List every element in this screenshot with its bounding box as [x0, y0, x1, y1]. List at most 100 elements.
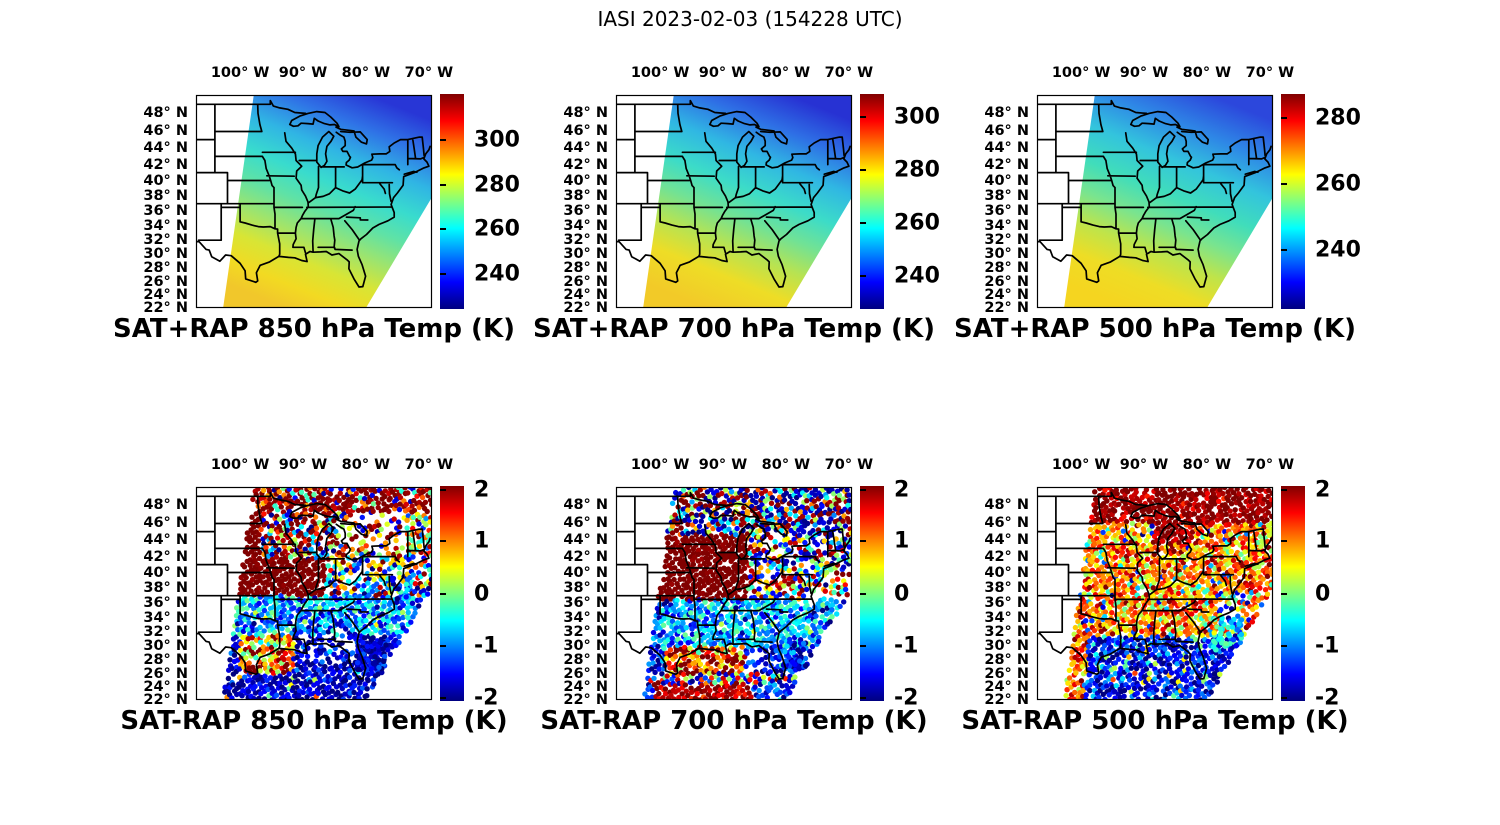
colorbar-tick-label: 280 [894, 157, 940, 183]
x-tick-label: 80° W [761, 457, 811, 473]
colorbar [860, 94, 884, 309]
colorbar-tick-label: -1 [1315, 633, 1340, 659]
y-tick-label: 38° N [563, 580, 608, 597]
y-tick-label: 42° N [563, 156, 608, 173]
y-tick-label: 36° N [984, 203, 1029, 220]
y-tick-label: 30° N [984, 246, 1029, 263]
y-tick-label: 30° N [143, 246, 188, 263]
x-tick-label: 80° W [761, 65, 811, 81]
y-tick-label: 36° N [143, 595, 188, 612]
y-tick-label: 46° N [563, 123, 608, 139]
colorbar-tick-label: -2 [894, 685, 919, 711]
x-tick-label: 100° W [630, 65, 690, 81]
colorbar-tick-label: 300 [894, 104, 940, 130]
y-tick-label: 36° N [563, 595, 608, 612]
y-tick-label: 36° N [984, 595, 1029, 612]
y-tick-label: 44° N [984, 532, 1029, 549]
y-tick-label: 48° N [143, 497, 188, 514]
y-tick-label: 34° N [143, 217, 188, 234]
panel-sat-plus-rap-850: 100° W 90° W 80° W 70° W 48° N 46° N 44° N 42° … [113, 65, 520, 344]
y-tick-label: 30° N [984, 638, 1029, 655]
colorbar-tick-label: 0 [894, 581, 910, 606]
x-tick-label: 100° W [210, 65, 270, 81]
colorbar-tick [440, 696, 446, 699]
y-tick-label: 28° N [984, 260, 1029, 277]
panel-title: SAT+RAP 500 hPa Temp (K) [954, 314, 1356, 344]
y-tick-label: 38° N [563, 188, 608, 205]
temperature-swath [643, 95, 852, 308]
x-tick-label: 90° W [698, 65, 748, 81]
x-tick-label: 70° W [824, 65, 874, 81]
y-tick-label: 44° N [984, 140, 1029, 157]
y-tick-label: 26° N [143, 273, 188, 290]
y-tick-label: 46° N [143, 123, 188, 139]
colorbar-tick [1281, 645, 1287, 648]
colorbar-tick [440, 228, 446, 231]
panel-sat-plus-rap-500: 100° W 90° W 80° W 70° W 48° N 46° N 44° N 42° … [954, 65, 1361, 344]
panel-title: SAT-RAP 850 hPa Temp (K) [120, 706, 508, 736]
panel-title: SAT+RAP 850 hPa Temp (K) [113, 314, 515, 344]
y-tick-label: 36° N [143, 203, 188, 220]
y-tick-label: 24° N [563, 286, 608, 303]
x-tick-label: 90° W [278, 457, 328, 473]
colorbar-tick-label: 300 [474, 127, 520, 153]
colorbar-tick [1281, 248, 1287, 251]
x-tick-label: 80° W [1182, 457, 1232, 473]
colorbar [440, 94, 464, 309]
state-borders [1037, 491, 1272, 680]
colorbar-tick [860, 645, 866, 648]
state-borders [196, 491, 431, 680]
y-tick-label: 40° N [143, 564, 188, 581]
map-sat-minus-rap-700 [615, 486, 853, 701]
colorbar-tick [860, 696, 866, 699]
colorbar-tick [440, 592, 446, 595]
colorbar-tick-label: -2 [1315, 685, 1340, 711]
y-tick-label: 24° N [143, 678, 188, 695]
colorbar-tick [440, 645, 446, 648]
state-borders [616, 99, 851, 288]
y-tick-label: 26° N [984, 665, 1029, 682]
plot-box [195, 486, 433, 701]
y-tick-label: 44° N [143, 140, 188, 157]
colorbar-tick-label: -2 [474, 685, 499, 711]
colorbar-tick-label: -1 [894, 633, 919, 659]
y-tick-label: 22° N [563, 692, 608, 708]
y-tick-label: 44° N [563, 140, 608, 157]
panel-sat-minus-rap-700: 100° W 90° W 80° W 70° W 48° N 46° N 44° N 42° … [540, 457, 927, 736]
y-tick-label: 26° N [563, 665, 608, 682]
x-tick-label: 70° W [1245, 457, 1295, 473]
plot-box [1036, 94, 1274, 309]
y-tick-label: 32° N [563, 624, 608, 641]
colorbar-tick-label: 1 [474, 528, 490, 554]
y-tick-label: 28° N [563, 260, 608, 277]
colorbar-tick [440, 139, 446, 142]
colorbar-tick [1281, 592, 1287, 595]
y-tick-label: 40° N [563, 172, 608, 189]
panel-sat-minus-rap-500: 100° W 90° W 80° W 70° W 48° N 46° N 44° N 42° … [961, 457, 1348, 736]
x-tick-label: 70° W [404, 457, 454, 473]
difference-dots [642, 487, 852, 700]
y-tick-label: 32° N [563, 232, 608, 249]
colorbar-tick [860, 592, 866, 595]
panel-sat-minus-rap-850: 100° W 90° W 80° W 70° W 48° N 46° N 44° N 42° … [120, 457, 507, 736]
x-tick-label: 70° W [404, 65, 454, 81]
y-tick-label: 44° N [563, 532, 608, 549]
y-tick-label: 46° N [984, 515, 1029, 531]
colorbar-tick-label: 240 [474, 261, 520, 286]
panel-title: SAT-RAP 700 hPa Temp (K) [540, 706, 928, 736]
colorbar-tick [1281, 696, 1287, 699]
state-borders [616, 491, 851, 680]
x-tick-label: 90° W [1119, 457, 1169, 473]
temperature-swath [1064, 95, 1273, 308]
map-sat-plus-rap-500 [1036, 94, 1274, 309]
colorbar-tick [1281, 539, 1287, 542]
x-tick-label: 90° W [1119, 65, 1169, 81]
x-tick-label: 70° W [824, 457, 874, 473]
colorbar-tick-label: -1 [474, 633, 499, 659]
y-tick-label: 28° N [143, 260, 188, 277]
colorbar-tick [860, 488, 866, 491]
colorbar-tick [860, 274, 866, 277]
colorbar-tick [1281, 183, 1287, 186]
map-sat-minus-rap-500 [1036, 486, 1274, 701]
